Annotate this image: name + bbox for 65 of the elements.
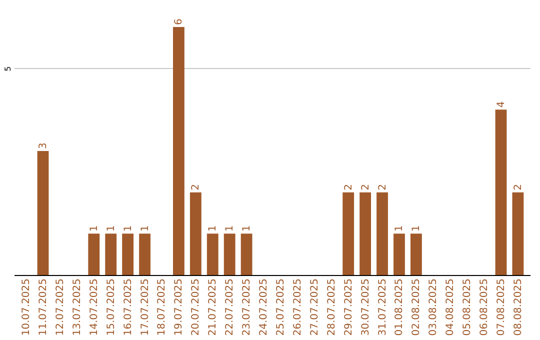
bar <box>88 234 100 275</box>
data-label: 2 <box>190 184 202 190</box>
data-label: 1 <box>122 225 134 232</box>
bar <box>224 234 236 275</box>
data-label: 1 <box>242 225 253 232</box>
bar <box>376 192 388 275</box>
x-tick-label: 13.07.2025 <box>72 278 83 336</box>
x-tick-label: 18.07.2025 <box>156 278 168 336</box>
data-label: 1 <box>411 225 422 232</box>
bar <box>190 192 202 275</box>
x-tick-label: 04.08.2025 <box>445 278 456 336</box>
x-tick-label: 07.08.2025 <box>496 278 507 336</box>
x-tick-label: 17.07.2025 <box>140 278 151 336</box>
data-label: 4 <box>496 101 507 108</box>
x-tick-label: 16.07.2025 <box>122 278 134 336</box>
data-label: 2 <box>343 184 354 190</box>
x-tick-label: 31.07.2025 <box>377 278 388 336</box>
x-tick-label: 10.07.2025 <box>21 278 32 336</box>
bar <box>342 192 354 275</box>
x-tick-label: 25.07.2025 <box>275 278 286 336</box>
data-label: 1 <box>88 225 100 232</box>
x-tick-label: 05.08.2025 <box>462 278 474 336</box>
x-tick-label: 14.07.2025 <box>88 278 100 336</box>
x-tick-label: 15.07.2025 <box>106 278 117 336</box>
data-label: 1 <box>106 225 117 232</box>
x-tick-label: 20.07.2025 <box>190 278 202 336</box>
data-label: 2 <box>360 184 372 190</box>
data-label: 2 <box>512 184 524 190</box>
x-tick-label: 30.07.2025 <box>360 278 372 336</box>
x-tick-label: 02.08.2025 <box>411 278 422 336</box>
data-label: 6 <box>174 18 185 25</box>
x-tick-label: 11.07.2025 <box>38 278 50 336</box>
bar <box>139 234 150 275</box>
x-tick-label: 23.07.2025 <box>242 278 253 336</box>
x-tick-label: 29.07.2025 <box>343 278 354 336</box>
x-tick-label: 27.07.2025 <box>309 278 320 336</box>
bar <box>410 234 422 275</box>
bar <box>394 234 405 275</box>
x-tick-label: 01.08.2025 <box>394 278 406 336</box>
data-label: 3 <box>38 142 50 149</box>
data-label: 2 <box>377 184 388 190</box>
data-label: 1 <box>140 225 151 232</box>
x-tick-label: 03.08.2025 <box>428 278 440 336</box>
data-label: 1 <box>208 225 219 232</box>
bar <box>173 27 184 275</box>
data-label: 1 <box>394 225 406 232</box>
bar <box>105 234 117 275</box>
bar <box>360 192 371 275</box>
x-tick-label: 12.07.2025 <box>54 278 66 336</box>
bar <box>512 192 524 275</box>
y-tick-label: 5 <box>4 66 12 72</box>
bar <box>495 110 507 275</box>
bar <box>122 234 134 275</box>
x-tick-label: 19.07.2025 <box>174 278 185 336</box>
bar <box>240 234 252 275</box>
x-tick-label: 21.07.2025 <box>208 278 219 336</box>
x-tick-label: 06.08.2025 <box>479 278 490 336</box>
x-tick-label: 26.07.2025 <box>292 278 304 336</box>
x-tick-label: 24.07.2025 <box>258 278 270 336</box>
x-tick-label: 22.07.2025 <box>224 278 236 336</box>
bar <box>206 234 218 275</box>
x-tick-label: 08.08.2025 <box>512 278 524 336</box>
x-tick-label: 28.07.2025 <box>326 278 338 336</box>
data-label: 1 <box>224 225 236 232</box>
bar <box>37 151 49 275</box>
